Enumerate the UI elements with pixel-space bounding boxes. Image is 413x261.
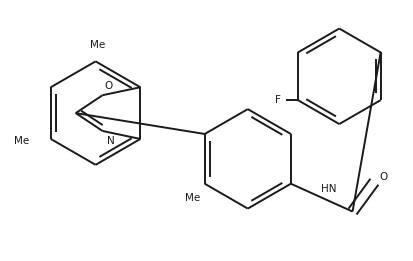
Text: Me: Me — [14, 136, 29, 146]
Text: N: N — [107, 136, 114, 146]
Text: F: F — [275, 95, 280, 105]
Text: O: O — [378, 172, 387, 182]
Text: Me: Me — [90, 40, 105, 50]
Text: HN: HN — [320, 184, 335, 194]
Text: O: O — [104, 81, 112, 91]
Text: Me: Me — [185, 193, 200, 203]
